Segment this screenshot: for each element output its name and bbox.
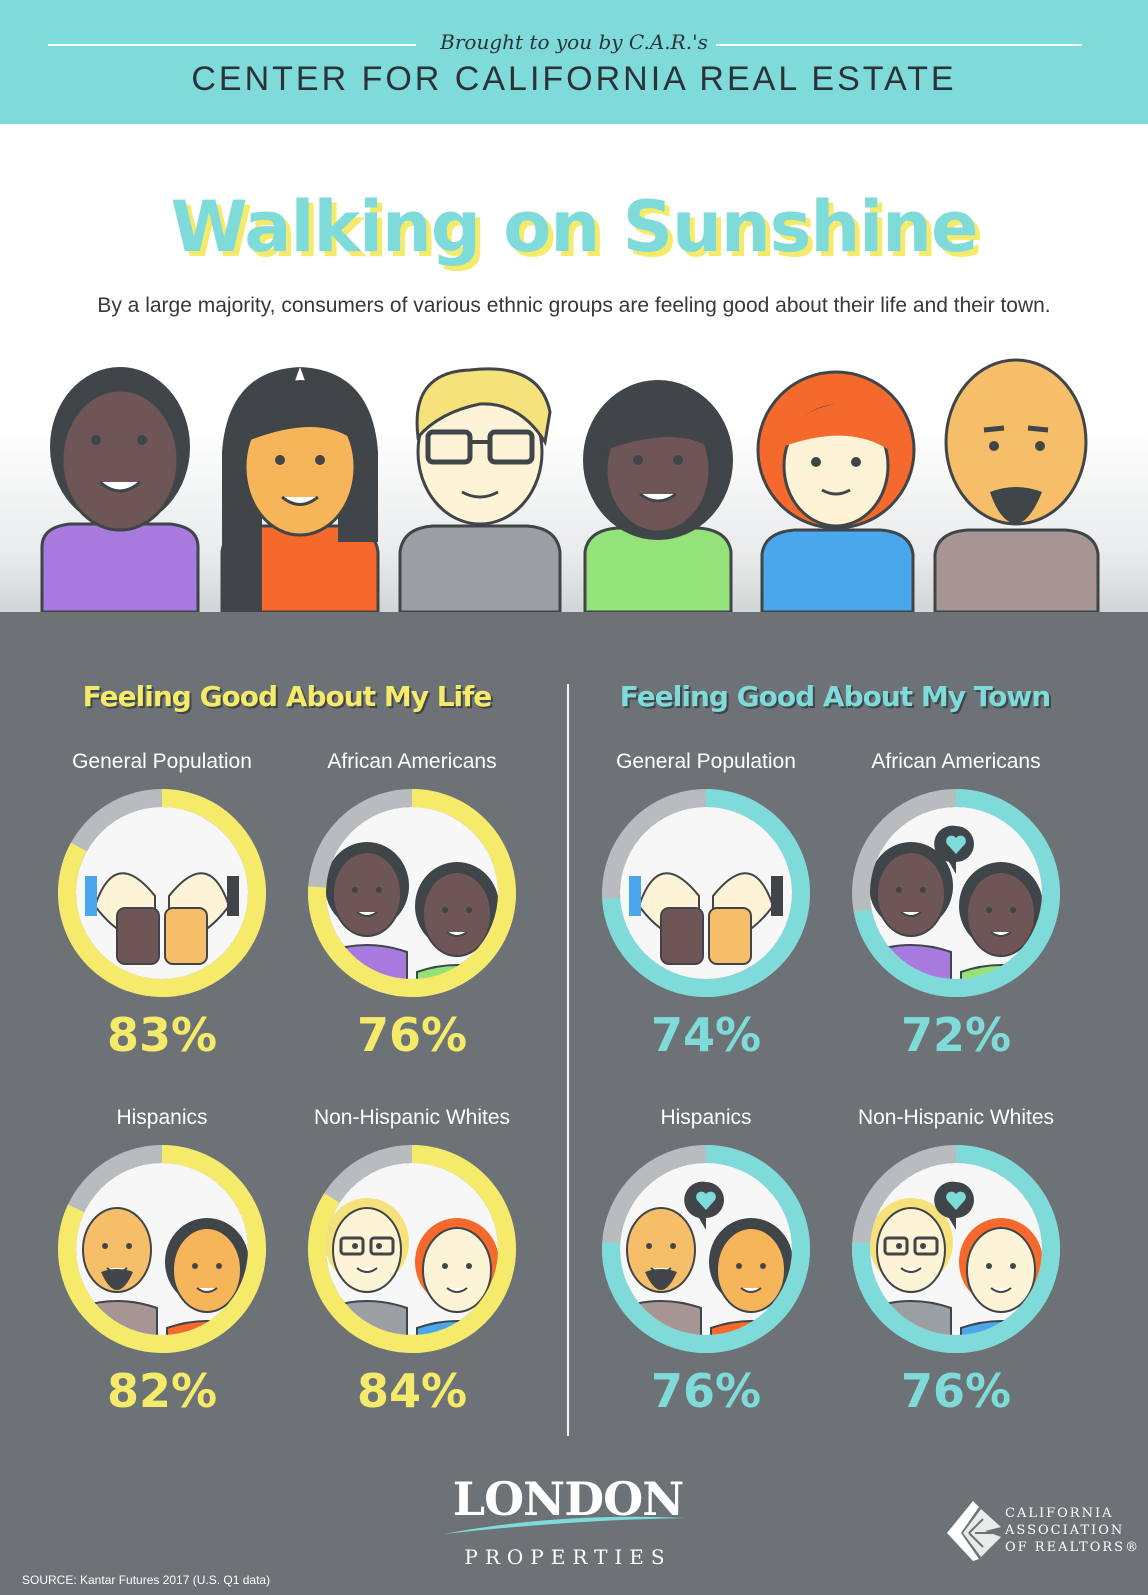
town-label-hispanics: Hispanics: [660, 1106, 752, 1129]
car-logo-icon: [947, 1501, 1001, 1561]
life-pct-general: 83%: [106, 1008, 218, 1062]
person-5-illustration: [756, 370, 916, 612]
donut-fill-arc: [308, 789, 516, 997]
town-ring-general: [599, 786, 813, 1000]
town-heading: Feeling Good About My Town: [619, 680, 1051, 713]
town-ring-african-americans: [849, 786, 1063, 1000]
town-donut-chart-1: [852, 789, 1060, 997]
car-line-3: OF REALTORS®: [1005, 1540, 1141, 1555]
life-ring-hispanics: [55, 1142, 269, 1356]
car-line-2: ASSOCIATION: [1005, 1523, 1125, 1538]
town-label-non-hispanic-whites: Non-Hispanic Whites: [857, 1106, 1055, 1129]
life-donut-chart-2: [58, 1145, 266, 1353]
banner-rule-right: [716, 44, 1082, 46]
page-subtitle: By a large majority, consumers of variou…: [97, 294, 1051, 317]
london-logo-swoosh-icon: [444, 1516, 686, 1534]
donut-fill-arc: [58, 789, 266, 997]
life-heading: Feeling Good About My Life: [82, 680, 493, 713]
donut-fill-arc: [852, 789, 1060, 997]
town-ring-hispanics: [599, 1142, 813, 1356]
person-3-illustration: [398, 367, 562, 612]
donut-fill-arc: [602, 789, 810, 997]
section-divider: [567, 684, 569, 1436]
town-donut-chart-2: [602, 1145, 810, 1353]
person-1-illustration: [40, 367, 200, 612]
couple-icon: [76, 1207, 248, 1335]
car-logo-text: CALIFORNIA ASSOCIATION OF REALTORS®: [1005, 1505, 1140, 1556]
page-title: Walking on Sunshine: [170, 186, 979, 268]
life-label-hispanics: Hispanics: [116, 1106, 208, 1129]
person-4-illustration: [583, 380, 733, 612]
town-pct-general: 74%: [650, 1008, 762, 1062]
town-pct-african-americans: 72%: [900, 1008, 1012, 1062]
people-illustration: [40, 358, 1100, 612]
life-pct-non-hispanic-whites: 84%: [356, 1364, 468, 1418]
town-donut-chart-0: [602, 789, 810, 997]
thumbs-up-icon: [85, 872, 239, 965]
banner-rule-left: [48, 44, 416, 46]
source-note: SOURCE: Kantar Futures 2017 (U.S. Q1 dat…: [22, 1573, 271, 1587]
town-pct-hispanics: 76%: [650, 1364, 762, 1418]
town-donut-chart-3: [852, 1145, 1060, 1353]
life-pct-hispanics: 82%: [106, 1364, 218, 1418]
london-logo-subtext: PROPERTIES: [464, 1545, 672, 1569]
life-donut-chart-1: [308, 789, 516, 997]
car-line-1: CALIFORNIA: [1005, 1506, 1114, 1521]
header-section: Walking on Sunshine By a large majority,…: [0, 124, 1148, 612]
donut-fill-arc: [308, 1145, 516, 1353]
top-banner: Brought to you by C.A.R.'s CENTER FOR CA…: [0, 0, 1148, 124]
town-pct-non-hispanic-whites: 76%: [900, 1364, 1012, 1418]
town-label-general: General Population: [616, 750, 796, 773]
town-ring-non-hispanic-whites: [849, 1142, 1063, 1356]
thumbs-up-icon: [629, 872, 783, 965]
life-label-general: General Population: [72, 750, 252, 773]
life-donut-chart-3: [308, 1145, 516, 1353]
town-label-african-americans: African Americans: [871, 750, 1041, 773]
life-label-non-hispanic-whites: Non-Hispanic Whites: [313, 1106, 511, 1129]
life-pct-african-americans: 76%: [356, 1008, 468, 1062]
donut-fill-arc: [852, 1145, 1060, 1353]
person-2-illustration: [220, 367, 380, 612]
life-donut-chart-0: [58, 789, 266, 997]
person-6-illustration: [933, 358, 1100, 612]
donut-fill-arc: [58, 1145, 266, 1353]
life-ring-general: [55, 786, 269, 1000]
life-label-african-americans: African Americans: [327, 750, 497, 773]
banner-title: CENTER FOR CALIFORNIA REAL ESTATE: [191, 60, 957, 98]
life-ring-non-hispanic-whites: [305, 1142, 519, 1356]
donut-fill-arc: [602, 1145, 810, 1353]
banner-subtitle: Brought to you by C.A.R.'s: [440, 30, 708, 54]
life-ring-african-americans: [305, 786, 519, 1000]
